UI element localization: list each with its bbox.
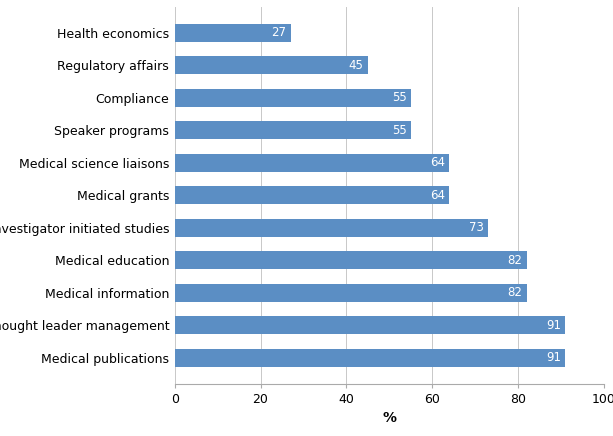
Bar (175, 153, 449, 171)
Bar (175, 121, 411, 139)
Bar (175, 349, 565, 367)
Text: 55: 55 (392, 91, 406, 104)
X-axis label: %: % (383, 411, 396, 425)
Text: 82: 82 (508, 286, 522, 299)
Text: 73: 73 (469, 221, 484, 234)
Bar (175, 316, 565, 334)
Text: 91: 91 (546, 319, 561, 332)
Bar (175, 219, 488, 237)
Bar (175, 284, 527, 302)
Text: 45: 45 (349, 58, 364, 72)
Bar (175, 186, 449, 204)
Bar (175, 251, 527, 269)
Bar (175, 24, 291, 41)
Text: 82: 82 (508, 254, 522, 266)
Bar (175, 89, 411, 106)
Text: 64: 64 (430, 189, 445, 201)
Bar (175, 56, 368, 74)
Text: 55: 55 (392, 124, 406, 136)
Text: 91: 91 (546, 351, 561, 364)
Text: 64: 64 (430, 156, 445, 169)
Text: 27: 27 (272, 26, 286, 39)
